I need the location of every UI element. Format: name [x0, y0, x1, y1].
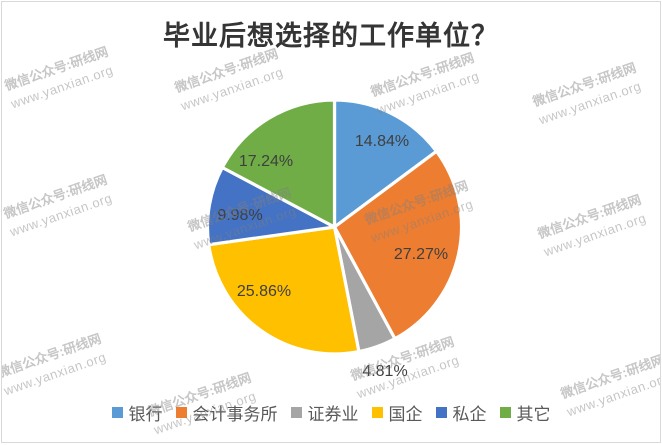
legend-item-state-owned: 国企	[371, 400, 423, 425]
pie-slice-state-owned	[207, 225, 361, 356]
legend-swatch-state-owned	[371, 406, 383, 418]
legend-label-securities: 证券业	[307, 404, 359, 424]
legend-swatch-bank	[111, 406, 123, 418]
legend-item-private-enterprise: 私企	[435, 400, 487, 425]
slice-label-securities: 4.81%	[362, 363, 408, 380]
slice-label-bank: 14.84%	[354, 133, 410, 150]
slice-label-state-owned: 25.86%	[236, 283, 292, 300]
slice-label-private-enterprise: 9.98%	[217, 207, 263, 224]
legend-item-bank: 银行	[111, 400, 163, 425]
legend-swatch-private-enterprise	[435, 406, 447, 418]
legend-item-accounting-firm: 会计事务所	[175, 400, 278, 425]
legend-item-other: 其它	[499, 400, 551, 425]
chart-title: 毕业后想选择的工作单位？	[163, 21, 499, 51]
pie-slice-bank	[332, 98, 439, 229]
legend-swatch-securities	[290, 406, 302, 418]
legend-label-private-enterprise: 私企	[452, 404, 487, 424]
legend-item-securities: 证券业	[290, 400, 359, 425]
pie-slice-other	[220, 98, 337, 229]
legend-label-accounting-firm: 会计事务所	[192, 404, 278, 424]
legend-swatch-other	[499, 406, 511, 418]
legend-label-bank: 银行	[128, 404, 163, 424]
chart-legend: 银行 会计事务所 证券业 国企 私企 其它	[2, 398, 660, 426]
pie-slice-accounting-firm	[332, 149, 464, 341]
slice-label-other: 17.24%	[238, 153, 294, 170]
legend-label-other: 其它	[516, 404, 551, 424]
slice-label-accounting-firm: 27.27%	[393, 246, 449, 263]
legend-label-state-owned: 国企	[388, 404, 423, 424]
legend-swatch-accounting-firm	[175, 406, 187, 418]
